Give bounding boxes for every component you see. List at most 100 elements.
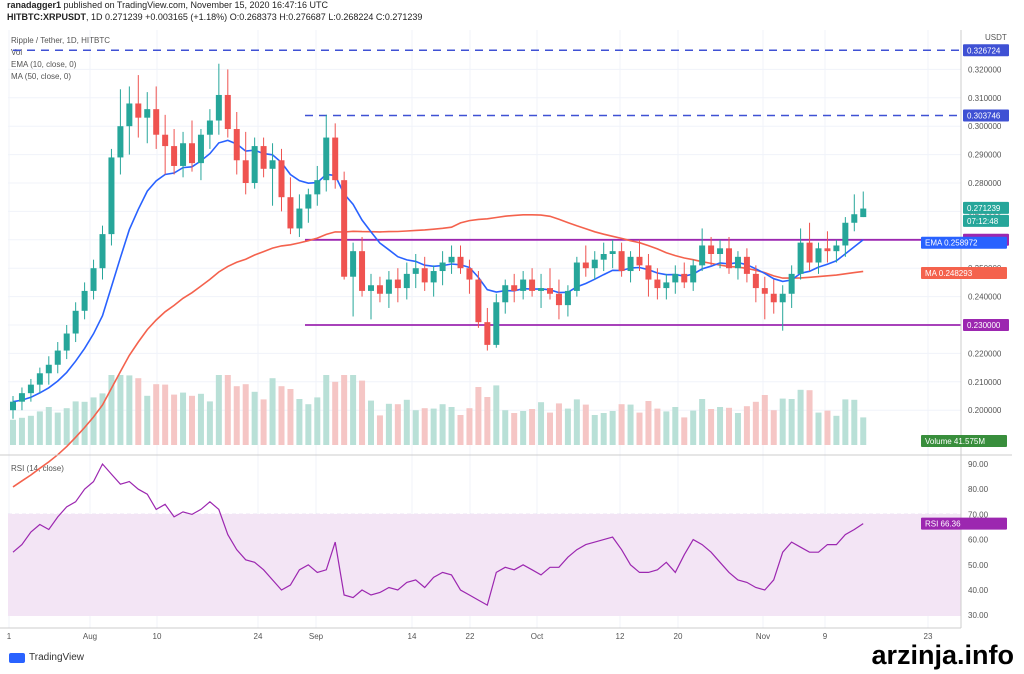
candle-body (180, 143, 187, 166)
rsi-tick-label: 60.00 (968, 536, 989, 545)
candle-body (654, 279, 661, 289)
time-tick-label: Oct (531, 632, 544, 641)
candle-body (81, 290, 88, 311)
time-tick-label: 9 (823, 632, 828, 641)
candle-body (636, 256, 643, 266)
time-tick-label: 20 (674, 632, 683, 641)
candle-body (573, 262, 580, 291)
legend-title: Ripple / Tether, 1D, HITBTC (11, 36, 110, 45)
tag-level-high: 0.303746 (967, 112, 1001, 121)
tag-volume: Volume 41.575M (925, 437, 985, 446)
candle-body (493, 302, 500, 345)
candle-body (251, 146, 258, 183)
rsi-line (12, 462, 864, 606)
time-tick-label: 12 (616, 632, 625, 641)
time-tick-label: Aug (83, 632, 97, 641)
candle-body (708, 245, 715, 254)
volume-bar (654, 408, 661, 445)
price-tick-label: 0.210000 (968, 378, 1002, 387)
volume-bar (788, 399, 795, 445)
candle-body (412, 268, 419, 274)
volume-bar (726, 407, 732, 445)
volume-bar (529, 409, 536, 445)
candle-body (842, 222, 849, 246)
candle-body (135, 103, 142, 118)
volume-bar (278, 386, 285, 445)
volume-bar (36, 411, 43, 445)
candle-body (368, 285, 374, 291)
legend-ma: MA (50, close, 0) (11, 72, 72, 81)
volume-bar (555, 403, 562, 445)
candle-body (117, 126, 124, 158)
candle-body (189, 143, 195, 164)
candle-body (511, 285, 518, 291)
volume-bar (72, 401, 79, 445)
tag-ma: MA 0.248293 (925, 269, 973, 278)
publisher-line: ranadagger1 published on TradingView.com… (7, 0, 328, 10)
candle-body (171, 146, 178, 166)
candle-body (734, 256, 741, 269)
candle-body (690, 265, 697, 283)
candle-body (27, 384, 34, 394)
volume-bar (197, 393, 204, 445)
tag-rsi-bg (921, 517, 1007, 530)
tag-countdown: 07:12:48 (967, 217, 999, 226)
candle-body (663, 282, 670, 289)
tag-last-price-bg (963, 201, 1009, 214)
tag-level-top-bg (963, 44, 1009, 57)
candle-body (287, 197, 294, 229)
candle-body (153, 109, 160, 135)
candle-body (538, 288, 545, 291)
candle-body (547, 288, 553, 294)
tag-ema: EMA 0.258972 (925, 239, 978, 248)
high-value: 0.276687 (288, 12, 326, 22)
volume-bar (824, 410, 831, 445)
price-tick-label: 0.200000 (968, 406, 1002, 415)
volume-bar (842, 399, 849, 445)
volume-bar (699, 399, 706, 445)
candle-body (63, 333, 70, 351)
volume-bar (806, 390, 813, 445)
candle-body (296, 208, 303, 229)
candle-body (430, 271, 437, 283)
legend-vol: Vol (11, 48, 23, 57)
time-tick-label: 24 (254, 632, 263, 641)
volume-bar (779, 398, 786, 445)
rsi-ticks: 90.00 80.00 70.00 60.00 50.00 40.00 30.00 (968, 460, 989, 620)
horizontal-levels (13, 49, 961, 326)
last-value: 0.271239 (105, 12, 143, 22)
tag-rsi: RSI 66.36 (925, 520, 961, 529)
volume-bar (27, 415, 34, 445)
volume-bar (690, 410, 697, 445)
candle-body (350, 251, 357, 277)
volume-bar (743, 406, 750, 445)
volume-bar (815, 412, 822, 445)
price-unit-label: USDT (985, 33, 1007, 42)
tradingview-brand[interactable]: TradingView (9, 652, 84, 663)
candle-body (323, 137, 330, 181)
volume-bar (636, 412, 643, 445)
tag-level-high-bg (963, 109, 1009, 122)
candle-body (394, 279, 401, 289)
price-tick-label: 0.300000 (968, 122, 1002, 131)
legend-ema: EMA (10, close, 0) (11, 60, 77, 69)
close-value: 0.271239 (384, 12, 423, 22)
price-tick-label: 0.220000 (968, 349, 1002, 358)
price-ticks: 0.320000 0.310000 0.300000 0.290000 0.280000… (968, 33, 1007, 415)
candle-body (233, 129, 240, 161)
tag-countdown-bg (963, 214, 1009, 227)
volume-bar (368, 400, 374, 445)
tag-ema-bg (921, 236, 1007, 249)
volume-bar (770, 410, 777, 445)
volume-bar (287, 389, 294, 445)
tag-support-bg (963, 319, 1009, 331)
candle-body (618, 251, 625, 272)
volume-bar (591, 415, 598, 445)
candle-body (717, 248, 724, 254)
candle-body (591, 259, 598, 269)
volume-bar (81, 401, 88, 445)
volume-bar (144, 395, 151, 445)
time-tick-label: 1 (7, 632, 12, 641)
candle-body (439, 262, 446, 272)
